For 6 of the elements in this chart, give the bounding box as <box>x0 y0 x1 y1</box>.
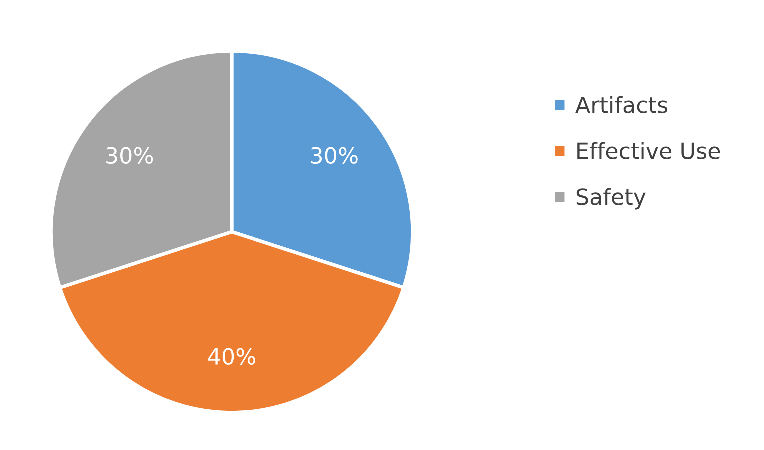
legend-label: Artifacts <box>576 96 668 114</box>
legend-label: Effective Use <box>578 142 720 160</box>
data-label: 30% <box>106 147 154 164</box>
data-label: 30% <box>311 147 358 164</box>
legend-label: Safety <box>576 188 646 210</box>
data-label: 40% <box>208 348 256 366</box>
